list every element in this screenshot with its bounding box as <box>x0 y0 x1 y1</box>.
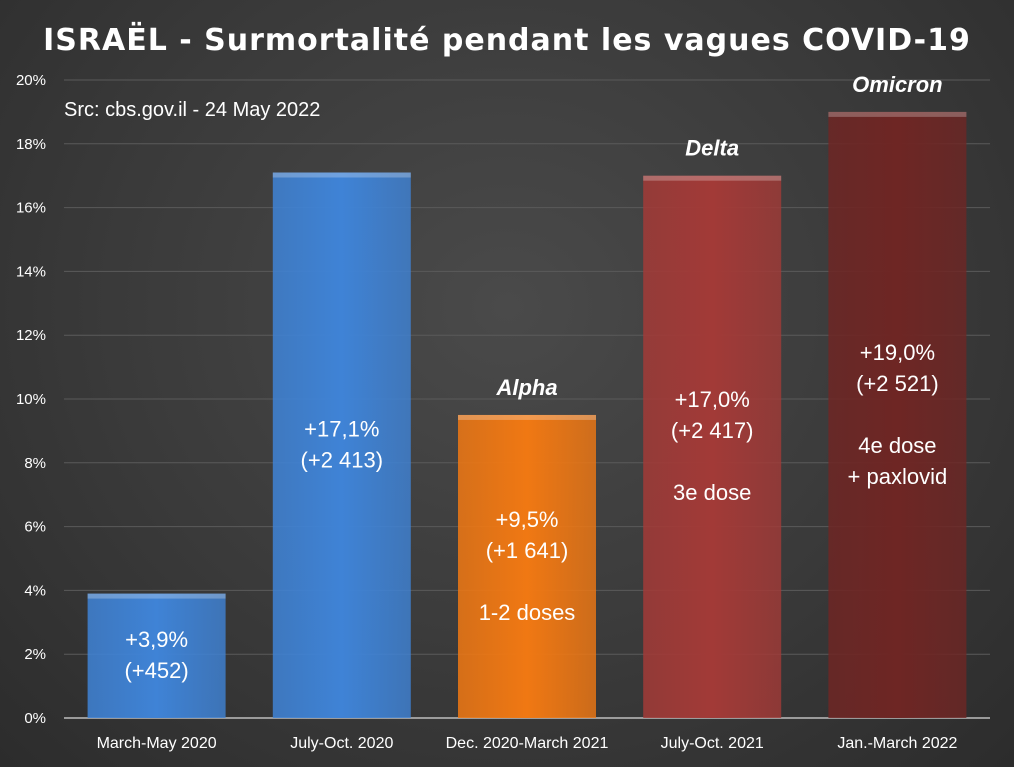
bar-data-label: 3e dose <box>673 480 751 505</box>
x-tick-label: March-May 2020 <box>97 735 217 752</box>
bar-data-label: +19,0% <box>860 340 935 365</box>
bar <box>458 414 596 718</box>
bars: +3,9% (+452) +17,1% (+2 413) Alpha +9,5% (+1 6… <box>87 72 967 718</box>
bar-group: +3,9% (+452) <box>87 593 226 718</box>
bar-data-label: (+2 417) <box>671 418 754 443</box>
bar <box>87 593 226 718</box>
bar-data-label: +9,5% <box>496 507 559 532</box>
bar-group: Delta +17,0% (+2 417) 3e dose <box>643 136 782 718</box>
bar-highlight <box>87 593 226 599</box>
bar-data-label: (+2 521) <box>856 371 939 396</box>
bar-highlight <box>828 111 967 117</box>
bar-highlight <box>643 175 782 181</box>
y-tick-label: 18% <box>16 136 46 153</box>
bar <box>272 172 411 718</box>
bar-data-label: +17,0% <box>675 387 750 412</box>
y-tick-label: 16% <box>16 200 46 217</box>
y-tick-label: 12% <box>16 327 46 344</box>
bar <box>828 111 967 718</box>
bar-data-label: 1-2 doses <box>479 600 576 625</box>
x-axis-ticks: March-May 2020 July-Oct. 2020 Dec. 2020-Ma… <box>97 735 958 752</box>
y-tick-label: 0% <box>24 710 46 727</box>
y-axis-ticks: 0% 2% 4% 6% 8% 10% 12% 14% 16% 18% 20% <box>16 72 46 727</box>
y-tick-label: 14% <box>16 263 46 280</box>
y-tick-label: 6% <box>24 519 46 536</box>
bar-highlight <box>272 172 411 178</box>
y-tick-label: 2% <box>24 646 46 663</box>
bar-data-label: + paxlovid <box>848 464 948 489</box>
bar-data-label: +17,1% <box>304 417 379 442</box>
x-tick-label: Dec. 2020-March 2021 <box>446 735 609 752</box>
bar-group: Alpha +9,5% (+1 641) 1-2 doses <box>458 375 596 718</box>
bar-data-label: (+452) <box>124 658 188 683</box>
x-tick-label: July-Oct. 2021 <box>661 735 764 752</box>
bar-highlight <box>458 414 596 420</box>
source-note: Src: cbs.gov.il - 24 May 2022 <box>64 99 320 121</box>
bar-data-label: (+2 413) <box>301 448 384 473</box>
bar-data-label: (+1 641) <box>486 538 569 563</box>
wave-label: Omicron <box>852 72 942 97</box>
bar-data-label: +3,9% <box>125 627 188 652</box>
bar-data-label: 4e dose <box>858 433 936 458</box>
y-tick-label: 4% <box>24 582 46 599</box>
x-tick-label: Jan.-March 2022 <box>837 735 957 752</box>
bar-group: +17,1% (+2 413) <box>272 172 411 718</box>
wave-label: Alpha <box>495 375 557 400</box>
y-tick-label: 20% <box>16 72 46 89</box>
y-tick-label: 8% <box>24 455 46 472</box>
bar-group: Omicron +19,0% (+2 521) 4e dose + paxlovid <box>828 72 967 718</box>
wave-label: Delta <box>685 136 739 161</box>
chart-title: ISRAËL - Surmortalité pendant les vagues… <box>43 22 971 58</box>
bar <box>643 175 782 718</box>
x-tick-label: July-Oct. 2020 <box>290 735 393 752</box>
y-tick-label: 10% <box>16 391 46 408</box>
